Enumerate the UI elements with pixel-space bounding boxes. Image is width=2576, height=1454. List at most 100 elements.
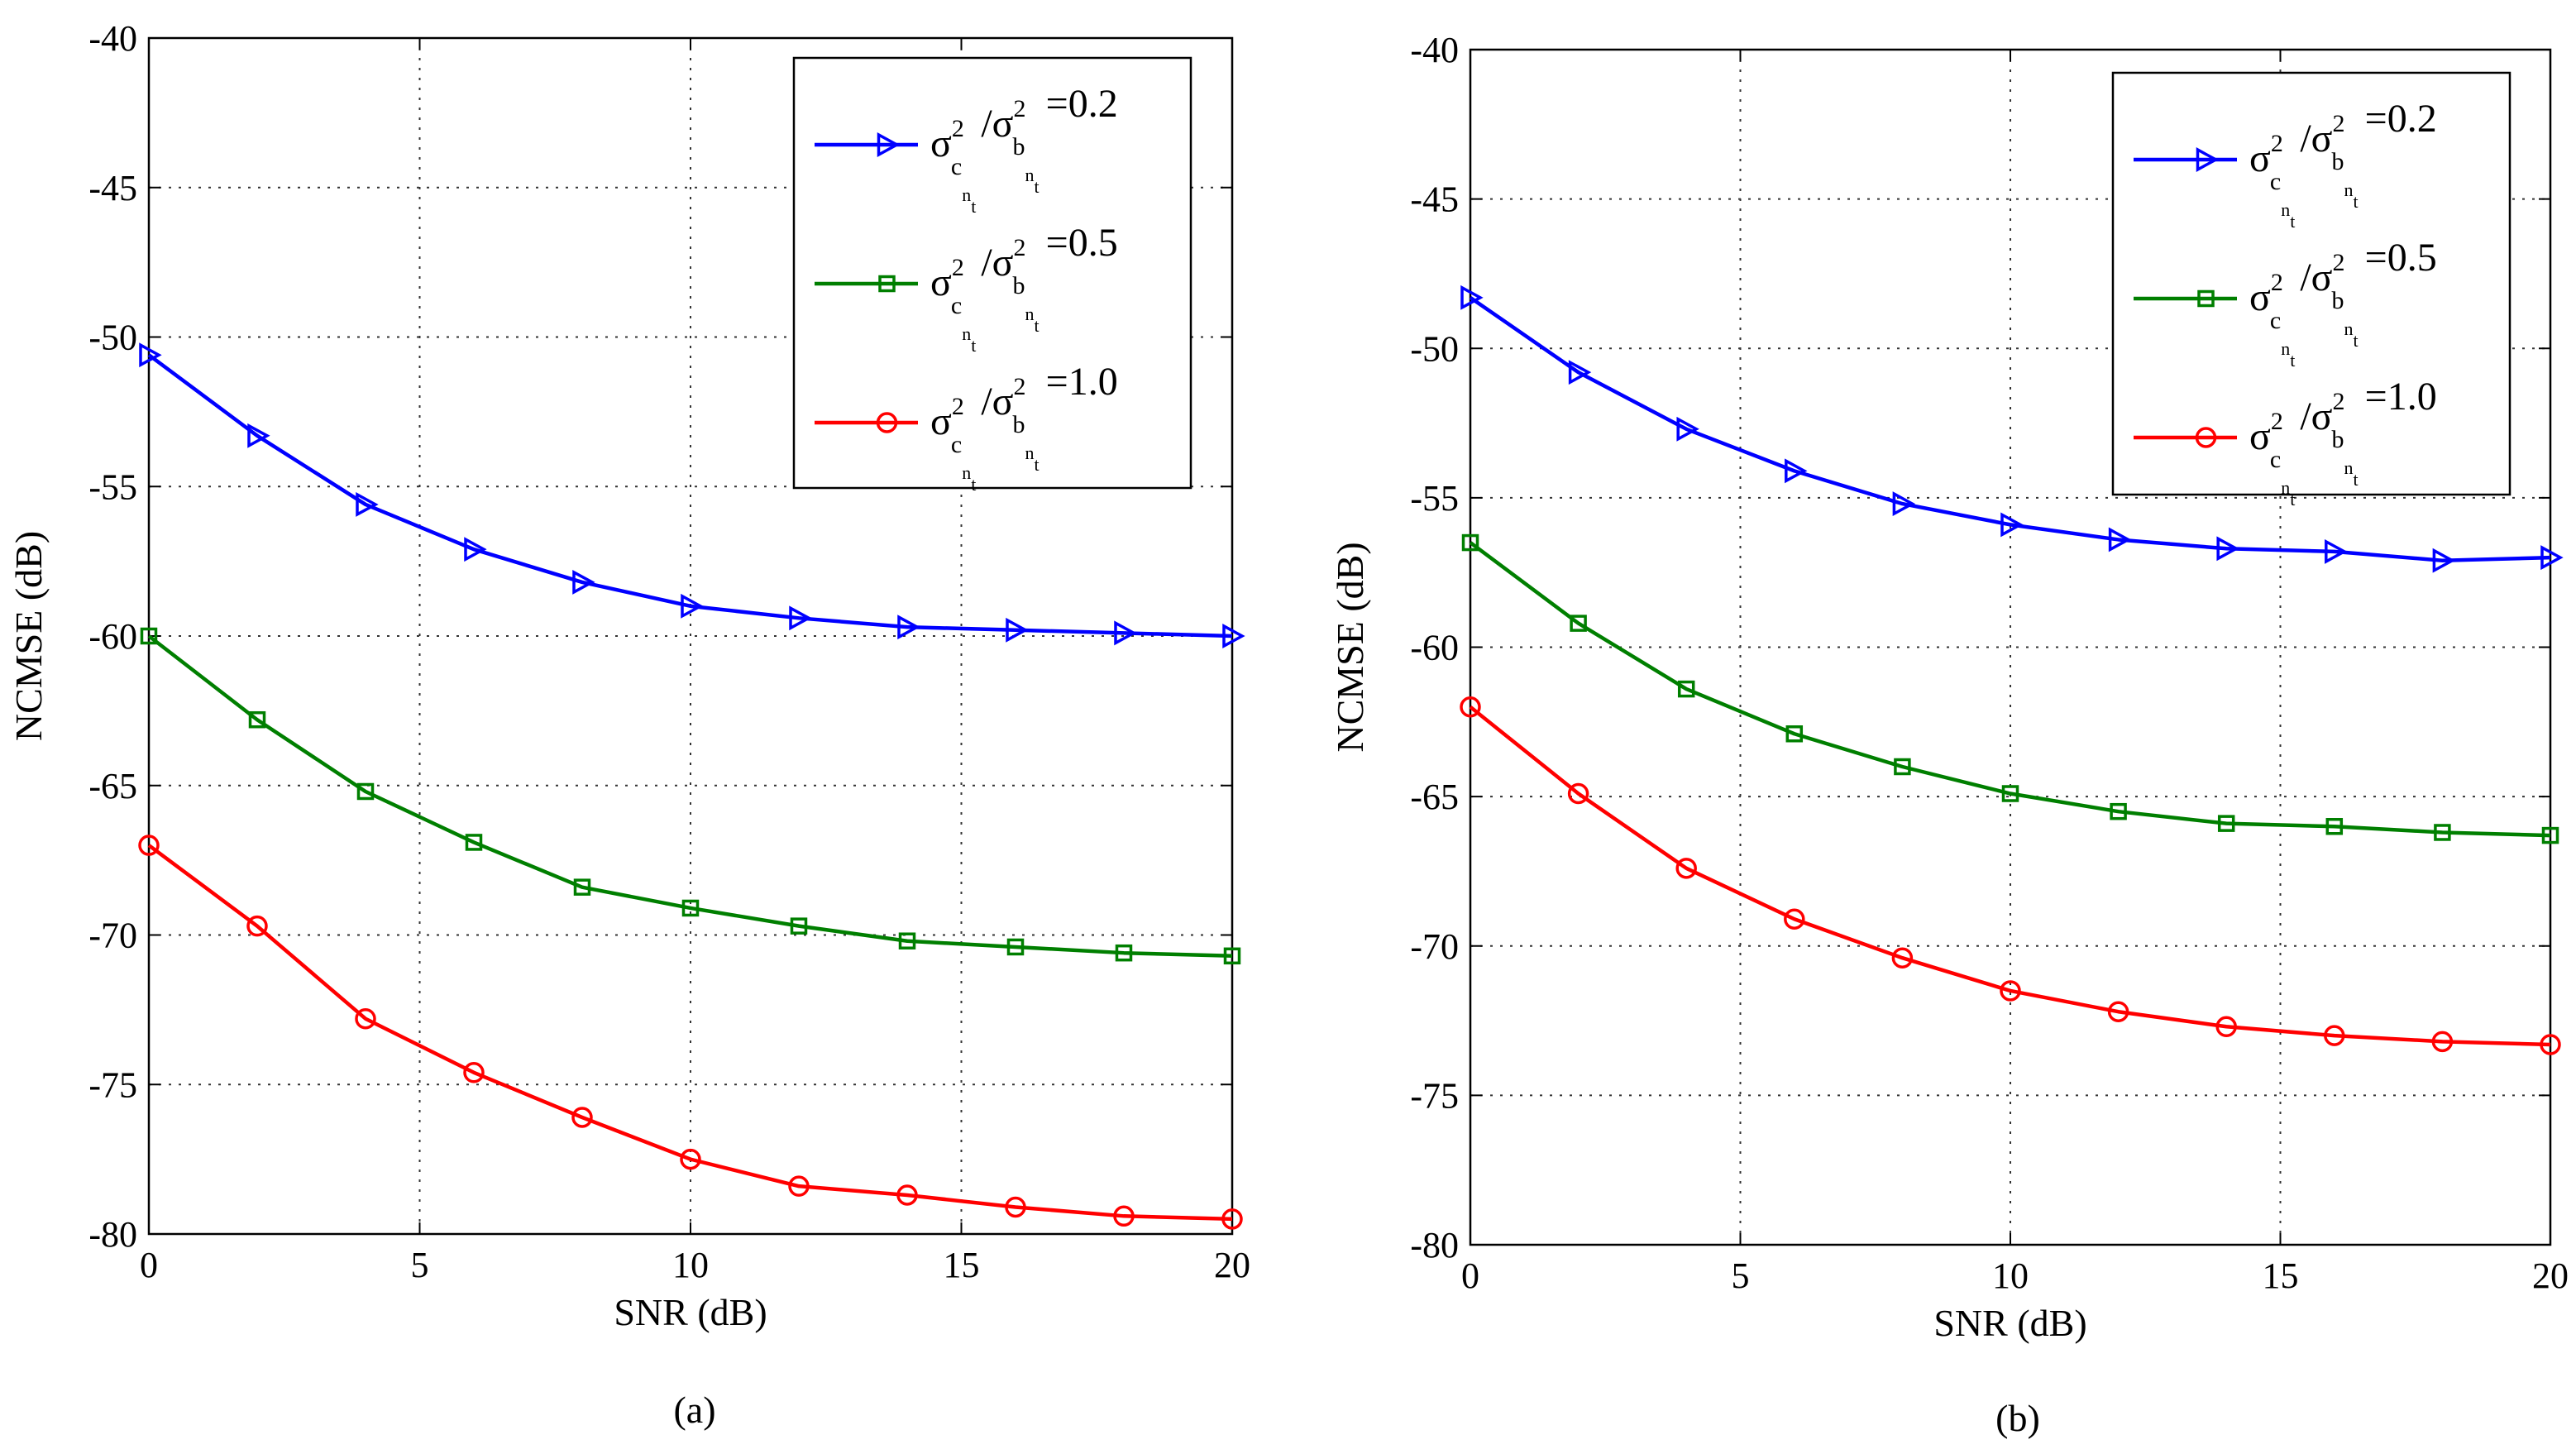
series-line (1469, 705, 2551, 1047)
data-point-marker (1115, 944, 1133, 962)
legend-subsubscript: n (2281, 199, 2290, 220)
y-tick-label: -50 (1410, 328, 1459, 369)
y-axis-label: NCMSE (dB) (7, 531, 50, 741)
x-tick-label: 15 (944, 1245, 980, 1285)
data-point-marker (1113, 1205, 1135, 1227)
y-tick-label: -55 (1410, 478, 1459, 519)
data-point-marker (1568, 360, 1592, 385)
x-tick-label: 20 (1214, 1245, 1250, 1285)
legend-subsubsubscript: t (1035, 176, 1039, 197)
legend-subsubscript: n (2281, 477, 2290, 498)
legend-superscript: 2 (2333, 110, 2345, 137)
data-point-marker (2540, 1034, 2561, 1055)
legend-superscript: 2 (1014, 95, 1026, 122)
legend-subsubsubscript: t (2354, 330, 2359, 351)
legend-subsubscript: n (2344, 179, 2354, 200)
y-tick-label: -55 (88, 466, 137, 507)
legend-subsubscript: n (2344, 457, 2354, 478)
legend-marker (878, 275, 896, 293)
y-tick-label: -50 (88, 318, 137, 358)
data-point-marker (1006, 938, 1025, 956)
y-tick-label: -60 (1410, 628, 1459, 668)
legend-subsubsubscript: t (971, 196, 976, 217)
data-point-marker (571, 1107, 593, 1128)
legend-slash: / (981, 380, 992, 423)
legend-box (2111, 71, 2511, 496)
legend-value: =1.0 (2365, 375, 2437, 419)
legend-symbol: σ (930, 261, 952, 304)
legend-marker (876, 412, 898, 433)
data-point-marker (247, 423, 270, 448)
legend-subscript: b (2332, 148, 2344, 175)
legend-subscript: c (2270, 446, 2281, 473)
legend-subsubsubscript: t (2290, 350, 2295, 371)
legend-symbol: σ (2249, 414, 2271, 458)
legend-subsubscript: n (1025, 165, 1035, 185)
data-point-marker (464, 537, 487, 562)
data-point-marker (138, 835, 160, 856)
legend-symbol: σ (2249, 275, 2271, 319)
data-point-marker (1460, 285, 1484, 310)
data-point-marker (1785, 725, 1804, 743)
x-tick-label: 5 (1732, 1256, 1750, 1296)
legend-subsubscript: n (2281, 338, 2290, 359)
data-point-marker (355, 1007, 376, 1030)
legend-value: =0.2 (1046, 82, 1118, 126)
legend-subscript: c (951, 292, 962, 319)
legend: σ2 cnt/σ2 bnt=0.2σ2 cnt/σ2 bnt=0.5σ2 cnt/σ2 bn… (2111, 71, 2511, 509)
legend-subsubsubscript: t (1035, 315, 1039, 336)
x-tick-label: 20 (2532, 1256, 2569, 1296)
data-point-marker (1784, 908, 1805, 930)
data-point-marker (573, 878, 591, 896)
data-point-marker (681, 899, 700, 917)
series-square (1461, 533, 2559, 844)
legend-superscript: 2 (2271, 408, 2283, 435)
legend-value: =0.5 (1046, 221, 1118, 265)
legend-marker (877, 132, 901, 157)
legend-subsubsubscript: t (2354, 191, 2359, 212)
legend-label: σ2 cnt/σ2 bnt=1.0 (930, 360, 1118, 495)
legend-label: σ2 cnt/σ2 bnt=0.2 (2249, 97, 2437, 232)
y-axis-label: NCMSE (dB) (1329, 542, 1371, 752)
data-point-marker (2110, 802, 2127, 820)
legend-subscript: b (1013, 133, 1025, 160)
data-point-marker (2215, 1016, 2237, 1038)
data-point-marker (356, 782, 375, 801)
series-line (1469, 295, 2551, 562)
legend-label: σ2 cnt/σ2 bnt=0.2 (930, 82, 1118, 217)
legend-superscript: 2 (952, 393, 964, 420)
data-point-marker (1461, 533, 1479, 552)
legend-symbol: σ (930, 399, 952, 443)
data-point-marker (2107, 1001, 2129, 1022)
data-point-marker (1460, 696, 1481, 718)
data-point-marker (1223, 947, 1241, 965)
x-tick-label: 10 (672, 1245, 709, 1285)
legend-marker (2195, 427, 2217, 448)
legend-superscript: 2 (1014, 373, 1026, 400)
data-point-marker (680, 1148, 701, 1170)
legend-symbol: σ (2249, 136, 2271, 180)
legend-subscript: c (2270, 168, 2281, 195)
data-point-marker (1567, 782, 1589, 805)
data-point-marker (1221, 1208, 1243, 1230)
data-point-marker (2434, 824, 2451, 841)
x-tick-label: 15 (2263, 1256, 2299, 1296)
data-point-marker (1676, 416, 1699, 442)
x-axis-label: SNR (dB) (614, 1291, 767, 1333)
x-tick-label: 5 (411, 1245, 429, 1285)
legend-symbol: σ (2311, 395, 2333, 438)
data-point-marker (1570, 615, 1587, 632)
data-point-marker (2217, 815, 2235, 832)
legend-slash: / (981, 241, 992, 285)
x-tick-label: 10 (1992, 1256, 2029, 1296)
data-point-marker (2216, 536, 2239, 562)
legend-symbol: σ (2311, 117, 2333, 160)
data-point-marker (789, 605, 812, 631)
x-axis-label: SNR (dB) (1933, 1302, 2086, 1344)
legend-superscript: 2 (2271, 130, 2283, 157)
legend-subsubscript: n (962, 462, 971, 483)
legend-symbol: σ (992, 241, 1014, 285)
legend-subscript: c (951, 153, 962, 180)
legend-superscript: 2 (2333, 388, 2345, 415)
legend-value: =0.2 (2365, 97, 2437, 141)
